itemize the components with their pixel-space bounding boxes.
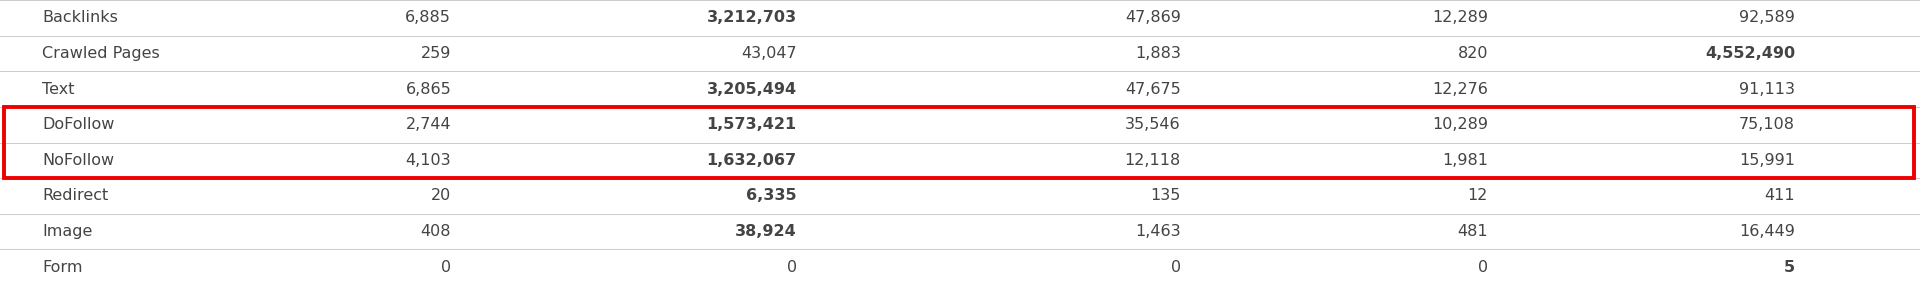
Text: 135: 135 [1150, 188, 1181, 203]
Text: 0: 0 [787, 260, 797, 275]
Text: 4,103: 4,103 [405, 153, 451, 168]
Text: 1,573,421: 1,573,421 [707, 117, 797, 132]
Text: NoFollow: NoFollow [42, 153, 115, 168]
Text: 1,883: 1,883 [1135, 46, 1181, 61]
Text: Backlinks: Backlinks [42, 10, 119, 25]
Text: 820: 820 [1457, 46, 1488, 61]
Text: 47,869: 47,869 [1125, 10, 1181, 25]
Text: 2,744: 2,744 [405, 117, 451, 132]
Text: 92,589: 92,589 [1740, 10, 1795, 25]
Text: DoFollow: DoFollow [42, 117, 115, 132]
Text: 1,632,067: 1,632,067 [707, 153, 797, 168]
Text: 3,205,494: 3,205,494 [707, 82, 797, 97]
Text: Text: Text [42, 82, 75, 97]
Text: 0: 0 [1171, 260, 1181, 275]
Text: 6,885: 6,885 [405, 10, 451, 25]
Text: Image: Image [42, 224, 92, 239]
Text: 5: 5 [1784, 260, 1795, 275]
Text: 0: 0 [1478, 260, 1488, 275]
Text: 6,335: 6,335 [747, 188, 797, 203]
Text: 91,113: 91,113 [1740, 82, 1795, 97]
Bar [4, 107, 1914, 178]
Text: 16,449: 16,449 [1740, 224, 1795, 239]
Text: Redirect: Redirect [42, 188, 109, 203]
Text: 1,981: 1,981 [1442, 153, 1488, 168]
Text: 12: 12 [1467, 188, 1488, 203]
Text: 38,924: 38,924 [735, 224, 797, 239]
Text: 75,108: 75,108 [1740, 117, 1795, 132]
Text: 15,991: 15,991 [1740, 153, 1795, 168]
Text: 20: 20 [430, 188, 451, 203]
Text: 0: 0 [442, 260, 451, 275]
Text: Crawled Pages: Crawled Pages [42, 46, 159, 61]
Text: 35,546: 35,546 [1125, 117, 1181, 132]
Text: 408: 408 [420, 224, 451, 239]
Text: 12,289: 12,289 [1432, 10, 1488, 25]
Text: 43,047: 43,047 [741, 46, 797, 61]
Text: 12,276: 12,276 [1432, 82, 1488, 97]
Text: 47,675: 47,675 [1125, 82, 1181, 97]
Text: 259: 259 [420, 46, 451, 61]
Text: 6,865: 6,865 [405, 82, 451, 97]
Text: 4,552,490: 4,552,490 [1705, 46, 1795, 61]
Text: 3,212,703: 3,212,703 [707, 10, 797, 25]
Text: 1,463: 1,463 [1135, 224, 1181, 239]
Text: Form: Form [42, 260, 83, 275]
Text: 411: 411 [1764, 188, 1795, 203]
Text: 10,289: 10,289 [1432, 117, 1488, 132]
Text: 481: 481 [1457, 224, 1488, 239]
Text: 12,118: 12,118 [1125, 153, 1181, 168]
